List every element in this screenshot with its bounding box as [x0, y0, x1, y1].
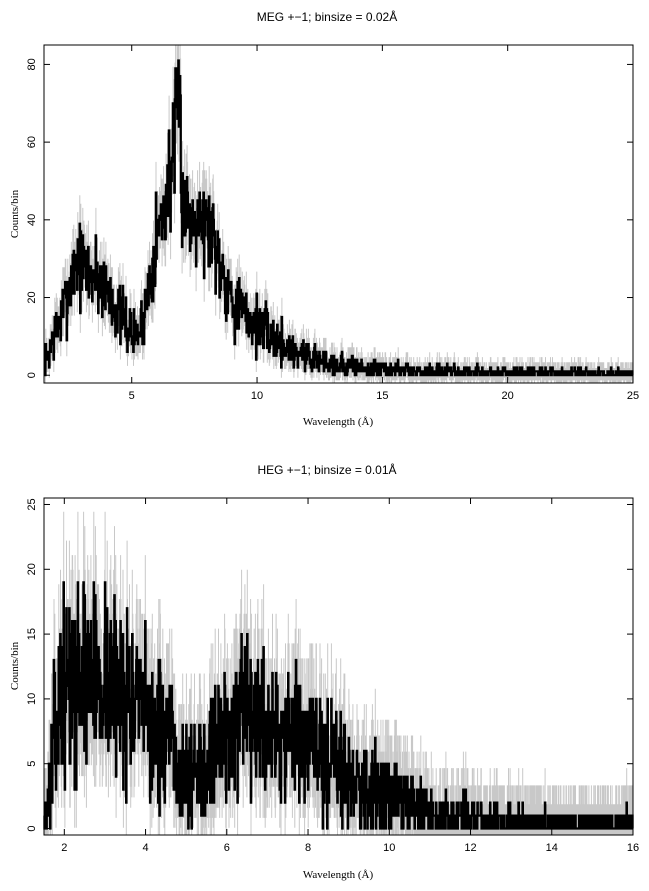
x-tick-label: 4 — [142, 842, 148, 854]
y-tick-label: 60 — [26, 136, 38, 148]
x-tick-label: 20 — [502, 390, 514, 402]
y-tick-label: 0 — [26, 825, 38, 831]
y-tick-label: 10 — [26, 693, 38, 705]
x-tick-label: 15 — [376, 390, 388, 402]
spectrum-path — [43, 59, 634, 377]
heg-y-axis: 0 5 10 15 20 25 — [26, 498, 633, 832]
y-tick-label: 15 — [26, 628, 38, 640]
heg-panel: HEG +−1; binsize = 0.01Å 2 4 6 8 10 12 14 16 0 5… — [9, 462, 639, 881]
x-tick-label: 8 — [305, 842, 311, 854]
meg-x-axis: 5 10 15 20 25 — [129, 45, 639, 402]
y-tick-label: 20 — [26, 563, 38, 575]
y-tick-label: 80 — [26, 58, 38, 70]
x-tick-label: 10 — [383, 842, 395, 854]
error-bars-path — [43, 45, 634, 383]
y-tick-label: 25 — [26, 498, 38, 510]
x-tick-label: 16 — [627, 842, 639, 854]
spectrum-path — [43, 581, 634, 830]
heg-y-axis-label: Counts/bin — [9, 641, 21, 690]
x-tick-label: 6 — [224, 842, 230, 854]
x-tick-label: 12 — [464, 842, 476, 854]
meg-spectrum-line — [43, 59, 634, 377]
heg-spectrum-line — [43, 581, 634, 830]
y-tick-label: 20 — [26, 291, 38, 303]
x-tick-label: 25 — [627, 390, 639, 402]
y-tick-label: 40 — [26, 214, 38, 226]
x-tick-label: 14 — [546, 842, 558, 854]
meg-plot-frame — [43, 44, 634, 384]
y-tick-label: 0 — [26, 372, 38, 378]
heg-plot-frame — [43, 497, 634, 836]
meg-y-axis: 0 20 40 60 80 — [26, 58, 633, 378]
x-tick-label: 5 — [129, 390, 135, 402]
heg-x-axis: 2 4 6 8 10 12 14 16 — [61, 498, 639, 854]
meg-x-axis-label: Wavelength (Å) — [303, 416, 374, 428]
meg-error-bars — [43, 45, 634, 383]
meg-y-axis-label: Counts/bin — [9, 189, 21, 238]
meg-chart-title: MEG +−1; binsize = 0.02Å — [257, 9, 397, 24]
x-tick-label: 2 — [61, 842, 67, 854]
y-tick-label: 5 — [26, 761, 38, 767]
heg-x-axis-label: Wavelength (Å) — [303, 869, 374, 881]
heg-chart-title: HEG +−1; binsize = 0.01Å — [257, 462, 396, 477]
meg-panel: MEG +−1; binsize = 0.02Å 5 10 15 20 25 0 20 40… — [9, 9, 639, 428]
x-tick-label: 10 — [251, 390, 263, 402]
